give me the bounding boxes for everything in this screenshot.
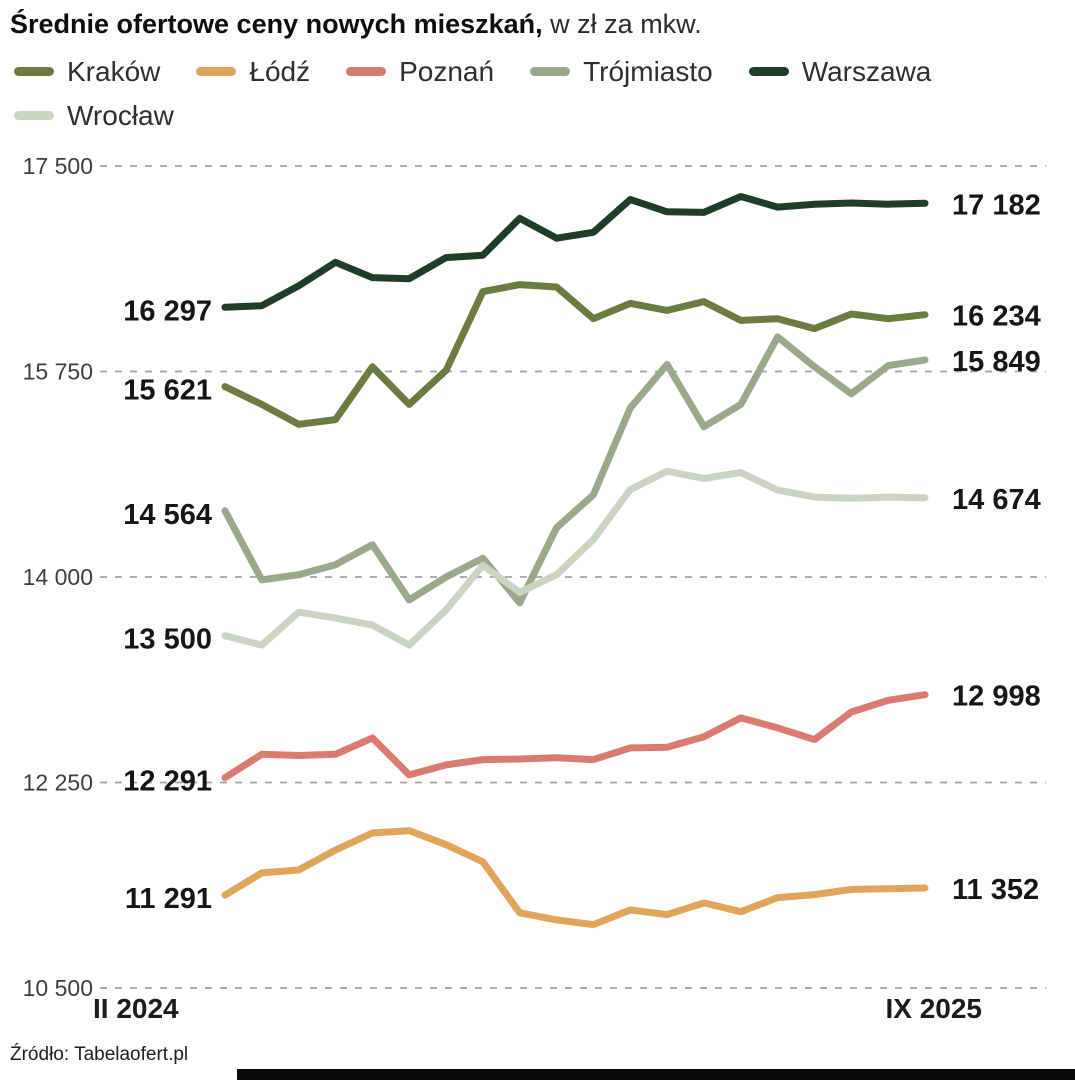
source-label: Źródło: Tabelaofert.pl xyxy=(10,1044,189,1065)
legend-swatch-krakow xyxy=(14,67,54,77)
start-value-label-krakow: 15 621 xyxy=(123,375,212,407)
y-tick-label: 14 000 xyxy=(23,564,93,590)
chart-title-main: Średnie ofertowe ceny nowych mieszkań, xyxy=(10,9,543,39)
legend-swatch-lodz xyxy=(196,67,237,77)
legend-item-lodz: Łódź xyxy=(196,56,310,88)
legend-swatch-poznan xyxy=(346,67,387,77)
series-line-warszawa xyxy=(221,193,929,311)
y-tick-label: 10 500 xyxy=(23,975,93,1001)
end-value-label-poznan: 12 998 xyxy=(952,681,1041,713)
legend-item-krakow: Kraków xyxy=(14,56,160,88)
chart-title-unit: w zł za mkw. xyxy=(542,9,702,39)
end-value-label-krakow: 16 234 xyxy=(952,301,1041,333)
legend: Kraków Łódź Poznań Trójmiasto Warszawa Wrocła… xyxy=(10,56,1065,132)
x-axis-start-label: II 2024 xyxy=(93,993,179,1024)
end-value-label-wroclaw: 14 674 xyxy=(952,484,1041,516)
legend-label: Kraków xyxy=(67,55,161,87)
legend-label: Wrocław xyxy=(67,99,174,131)
legend-item-wroclaw: Wrocław xyxy=(14,100,174,132)
legend-label: Poznań xyxy=(399,55,495,87)
series-line-trojmiasto xyxy=(221,333,929,607)
chart-header: Średnie ofertowe ceny nowych mieszkań, w… xyxy=(0,0,1075,150)
series-line-krakow xyxy=(221,281,929,428)
legend-label: Trójmiasto xyxy=(583,55,713,87)
series-line-wroclaw xyxy=(221,467,929,649)
price-chart: 17 500 15 750 14 000 12 250 10 500 15 621 16 2… xyxy=(23,153,1046,1024)
page-title: Średnie ofertowe ceny nowych mieszkań, w… xyxy=(10,8,1065,42)
start-value-label-trojmiasto: 14 564 xyxy=(123,499,212,531)
start-value-label-warszawa: 16 297 xyxy=(123,295,212,327)
end-value-label-warszawa: 17 182 xyxy=(952,189,1041,221)
y-tick-label: 12 250 xyxy=(23,770,93,796)
bottom-bar xyxy=(237,1069,1075,1080)
series-line-poznan xyxy=(221,691,929,782)
start-value-label-lodz: 11 291 xyxy=(125,883,212,915)
legend-swatch-warszawa xyxy=(748,67,789,77)
y-tick-label: 15 750 xyxy=(23,359,93,385)
end-value-label-trojmiasto: 15 849 xyxy=(952,346,1041,378)
end-value-label-lodz: 11 352 xyxy=(952,874,1039,906)
legend-item-trojmiasto: Trójmiasto xyxy=(530,56,713,88)
series-line-lodz xyxy=(221,827,929,929)
legend-item-warszawa: Warszawa xyxy=(748,55,932,88)
start-value-label-wroclaw: 13 500 xyxy=(123,624,212,656)
x-axis-end-label: IX 2025 xyxy=(885,993,982,1024)
legend-swatch-trojmiasto xyxy=(530,67,571,77)
legend-label: Warszawa xyxy=(801,55,932,87)
legend-label: Łódź xyxy=(249,55,311,87)
legend-item-poznan: Poznań xyxy=(346,56,494,88)
start-value-label-poznan: 12 291 xyxy=(123,766,212,798)
legend-swatch-wroclaw xyxy=(14,111,54,121)
y-tick-label: 17 500 xyxy=(23,153,93,179)
